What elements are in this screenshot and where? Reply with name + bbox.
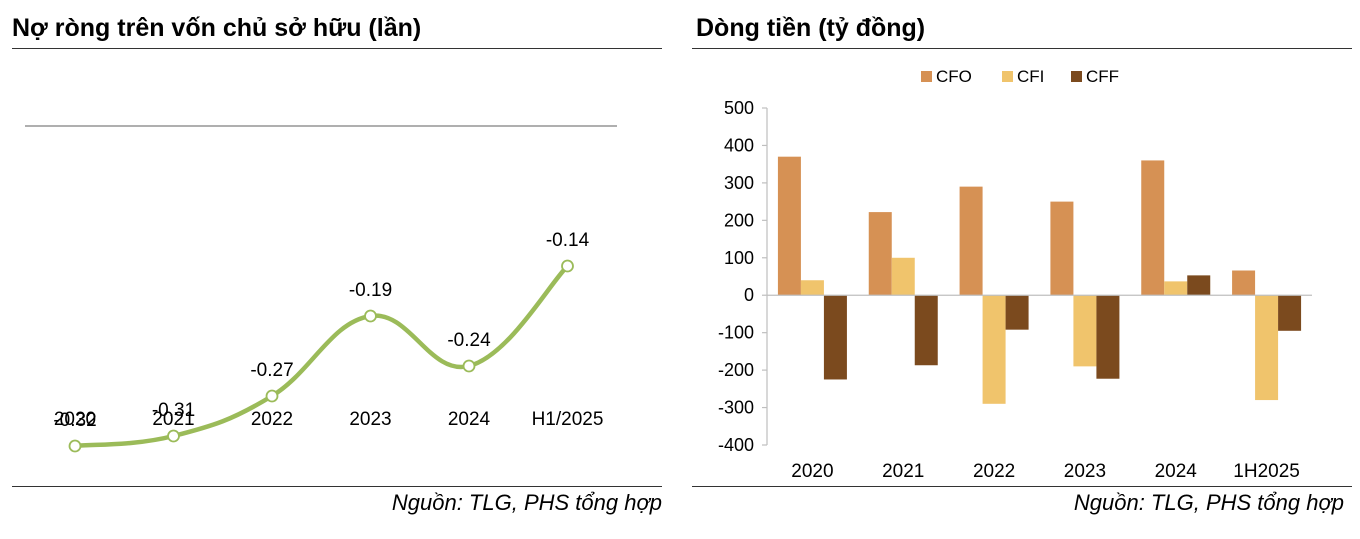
left-title-rule [12,48,662,49]
x-tick-label: 2021 [152,409,194,430]
y-tick-label: 0 [744,285,754,305]
right-footer-rule [692,486,1352,487]
bar-cff-2022 [1005,295,1029,330]
bar-chart: CFO CFI CFF 500 400 300 200 100 0 -100 -200 -300 -40… [718,67,1312,482]
left-chart-title: Nợ ròng trên vốn chủ sở hữu (lần) [12,14,422,42]
legend-swatch-cfo [921,71,932,82]
bar-cff-2021 [914,295,938,366]
bar-cfo-2020 [777,156,801,296]
bar-cfo-2022 [959,186,983,296]
x-tick-label: H1/2025 [532,409,604,430]
legend-label-cfo: CFO [936,67,972,86]
legend-label-cfi: CFI [1017,67,1044,86]
y-tick-label: -200 [718,360,754,380]
bar-cfi-2023 [1073,295,1097,367]
y-tick-label: 300 [724,173,754,193]
legend-swatch-cfi [1002,71,1013,82]
right-source-note: Nguồn: TLG, PHS tổng hợp [1073,490,1344,515]
line-point-2024 [462,359,476,373]
y-tick-label: 500 [724,98,754,118]
bar-cff-2020 [823,295,847,380]
bar-cfi-2024 [1164,281,1188,296]
data-label: -0.31 [152,400,195,421]
x-tick-label: 2021 [882,461,924,482]
y-tick-label: 400 [724,135,754,155]
bar-cff-1h2025 [1278,295,1302,331]
data-label: -0.27 [250,360,293,381]
bar-cfi-2022 [982,295,1006,404]
y-tick-label: -100 [718,323,754,343]
bar-cfo-2021 [868,212,892,296]
right-panel: Dòng tiền (tỷ đồng) CFO CFI CFF 500 400 300 20… [680,0,1360,539]
data-label: -0.14 [546,230,590,251]
line-point-2022 [265,389,279,403]
x-tick-label: 2024 [1155,461,1198,482]
bar-cfi-2020 [800,280,824,296]
x-tick-label: 2020 [54,409,96,430]
data-label: -0.32 [53,410,96,431]
x-tick-label: 1H2025 [1233,461,1300,482]
right-chart-title: Dòng tiền (tỷ đồng) [696,14,926,42]
left-panel: Nợ ròng trên vốn chủ sở hữu (lần) -0.32 2… [12,14,662,515]
data-label: -0.24 [447,330,491,351]
x-tick-label: 2023 [1064,461,1106,482]
x-tick-label: 2022 [251,409,293,430]
bar-cfi-2021 [891,257,915,296]
right-title-rule [692,48,1352,49]
bar-cff-2023 [1096,295,1120,379]
left-source-note: Nguồn: TLG, PHS tổng hợp [391,490,662,515]
bar-cfo-1h2025 [1232,270,1256,296]
bar-cfo-2023 [1050,201,1074,296]
x-tick-label: 2023 [349,409,391,430]
line-series [72,263,570,449]
y-tick-label: 100 [724,248,754,268]
x-tick-label: 2022 [973,461,1015,482]
y-tick-label: -400 [718,435,754,455]
legend-label-cff: CFF [1086,67,1119,86]
left-footer-rule [12,486,662,487]
x-tick-label: 2020 [791,461,833,482]
bar-cfo-2024 [1141,160,1165,296]
bar-cff-2024 [1187,275,1211,296]
x-tick-label: 2024 [448,409,491,430]
bar-cfi-1h2025 [1255,295,1279,401]
line-point-2023 [364,309,377,323]
line-point-2021 [167,429,180,443]
data-label: -0.19 [349,280,392,301]
line-point-h1-2025 [561,259,574,273]
y-tick-label: 200 [724,210,754,230]
line-point-2020 [68,439,82,453]
legend-swatch-cff [1071,71,1082,82]
y-tick-label: -300 [718,398,754,418]
